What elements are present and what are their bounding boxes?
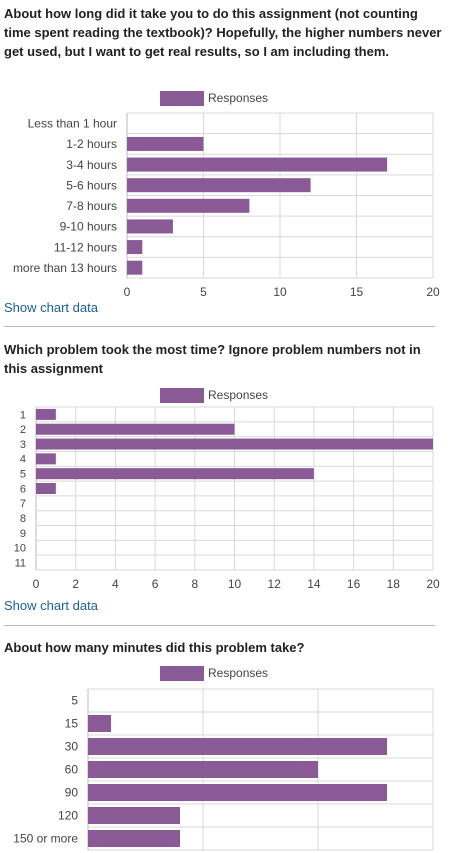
bar: [88, 738, 387, 755]
category-label: 30: [65, 740, 79, 754]
legend-swatch: [160, 387, 204, 403]
chart-1: Less than 1 hour 1-2 hours 3-4 hours 5-6 ho…: [13, 112, 440, 299]
category-label: 2: [20, 424, 26, 436]
category-label: more than 13 hours: [13, 261, 117, 275]
tick-label: 16: [347, 577, 361, 591]
bar: [36, 408, 56, 420]
category-label: 3: [20, 439, 26, 451]
category-label: 10: [14, 543, 26, 555]
tick-label: 0: [33, 577, 40, 591]
bar: [127, 136, 204, 151]
category-label: 7-8 hours: [66, 199, 117, 213]
tick-label: 8: [191, 577, 198, 591]
category-label: 15: [65, 717, 79, 731]
tick-label: 14: [307, 577, 321, 591]
legend-swatch: [160, 90, 204, 106]
tick-label: 4: [112, 577, 119, 591]
category-label: Less than 1 hour: [28, 117, 117, 131]
category-label: 90: [65, 786, 79, 800]
tick-label: 20: [426, 285, 440, 299]
category-label: 8: [20, 513, 26, 525]
show-chart-data-link[interactable]: Show chart data: [4, 300, 98, 315]
bar: [36, 453, 56, 465]
divider: [4, 625, 435, 626]
legend-label: Responses: [208, 666, 269, 680]
bar: [88, 715, 111, 732]
tick-label: 12: [268, 577, 282, 591]
legend-swatch: [160, 665, 204, 681]
category-label: 6: [20, 483, 26, 495]
category-label: 1: [20, 409, 26, 421]
tick-label: 2: [72, 577, 79, 591]
tick-label: 5: [200, 285, 207, 299]
question-3-title: About how many minutes did this problem …: [4, 640, 305, 655]
category-label: 4: [20, 454, 26, 466]
category-label: 9-10 hours: [60, 220, 117, 234]
tick-label: 10: [273, 285, 287, 299]
legend-label: Responses: [208, 91, 269, 105]
bar: [36, 483, 56, 494]
bar: [127, 219, 173, 234]
bar: [127, 198, 250, 213]
bar: [88, 761, 318, 778]
tick-label: 0: [124, 285, 131, 299]
bar: [127, 240, 143, 255]
divider: [4, 326, 435, 327]
bar: [36, 438, 433, 450]
bar: [36, 423, 235, 435]
bar: [127, 178, 311, 193]
tick-label: 20: [426, 577, 440, 591]
category-label: 7: [20, 498, 26, 510]
chart-2-legend: Responses: [160, 387, 268, 403]
chart-3-legend: Responses: [160, 665, 268, 681]
category-label: 5: [20, 469, 26, 481]
tick-label: 6: [152, 577, 159, 591]
category-label: 1-2 hours: [66, 137, 117, 151]
show-chart-data-link[interactable]: Show chart data: [4, 598, 98, 613]
tick-label: 10: [228, 577, 242, 591]
category-label: 11-12 hours: [54, 240, 117, 254]
category-label: 3-4 hours: [66, 158, 117, 172]
bar: [127, 157, 388, 172]
bar: [36, 468, 314, 480]
tick-label: 18: [387, 577, 401, 591]
category-label: 5-6 hours: [66, 178, 117, 192]
bar: [127, 260, 143, 275]
category-label: 9: [20, 528, 26, 540]
category-label: 150 or more: [13, 832, 78, 846]
bar: [88, 784, 387, 801]
category-label: 5: [71, 694, 78, 708]
bar: [88, 807, 180, 824]
legend-label: Responses: [208, 388, 269, 402]
question-2-title: Which problem took the most time? Ignore…: [4, 342, 421, 376]
category-label: 120: [58, 809, 78, 823]
bar: [88, 830, 180, 847]
category-label: 60: [65, 763, 79, 777]
tick-label: 15: [350, 285, 364, 299]
chart-1-legend: Responses: [160, 90, 268, 106]
category-label: 11: [15, 557, 26, 569]
question-1-title: About how long did it take you to do thi…: [4, 6, 442, 59]
